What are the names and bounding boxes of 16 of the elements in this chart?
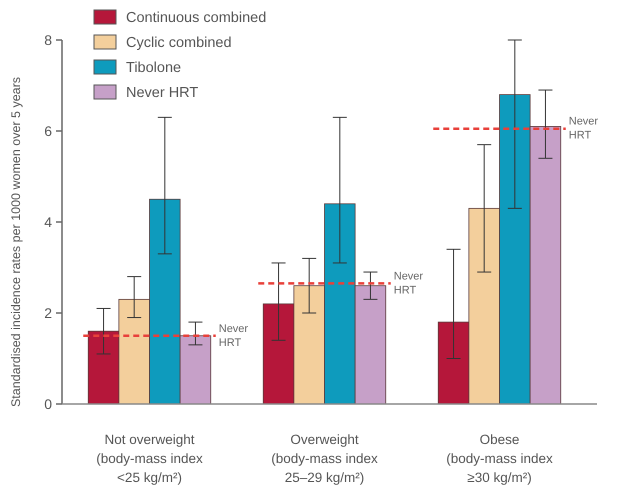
y-tick-label: 8	[44, 32, 52, 48]
x-tick-label: Not overweight (body-mass index <25 kg/m²)	[96, 432, 204, 485]
legend-label: Continuous combined	[126, 10, 266, 26]
y-tick-label: 4	[44, 214, 52, 230]
x-tick-label: Overweight (body-mass index 25–29 kg/m²)	[271, 432, 378, 485]
y-tick-label: 2	[44, 304, 52, 321]
legend-label: Tibolone	[126, 60, 182, 76]
y-tick-label: 6	[44, 122, 52, 139]
ref-line-label: Never HRT	[568, 116, 598, 142]
y-axis-title: Standardised incidence rates per 1000 women over 5 years	[9, 76, 23, 408]
ref-line-label: Never HRT	[394, 270, 424, 296]
legend-label: Cyclic combined	[126, 35, 232, 51]
ref-line-label: Never HRT	[218, 322, 248, 349]
legend-label: Never HRT	[126, 85, 198, 101]
x-tick-label: Obese (body-mass index ≥30 kg/m²)	[446, 432, 554, 485]
y-tick-label: 0	[44, 396, 52, 412]
